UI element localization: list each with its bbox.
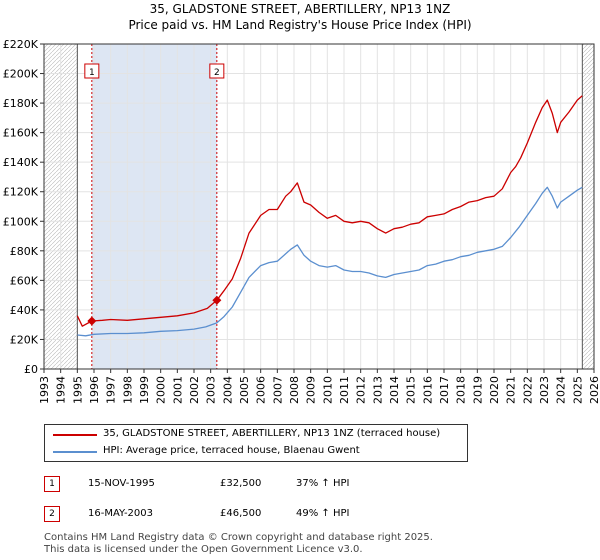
- sale-marker: [87, 316, 97, 326]
- y-tick-label: £20K: [10, 333, 39, 346]
- x-tick-label: 2010: [321, 376, 334, 404]
- x-tick-label: 2024: [555, 376, 568, 404]
- x-tick-label: 1994: [55, 376, 68, 404]
- y-tick-label: £200K: [3, 68, 39, 81]
- y-tick-label: £100K: [3, 215, 39, 228]
- x-tick-label: 1996: [88, 376, 101, 404]
- property-price-line: [76, 95, 583, 327]
- series-layer: [76, 95, 583, 337]
- x-tick-label: 2009: [305, 376, 318, 404]
- chart-title-address: 35, GLADSTONE STREET, ABERTILLERY, NP13 …: [149, 2, 451, 16]
- x-tick-label: 2025: [571, 376, 584, 404]
- legend-swatch-property: [53, 434, 97, 436]
- x-tick-label: 1993: [38, 376, 51, 404]
- x-tick-label: 2015: [405, 376, 418, 404]
- y-tick-label: £180K: [3, 97, 39, 110]
- axis-layer: £0 £20K £40K £60K £80K £100K £120K £140K £160K £1…: [3, 38, 600, 404]
- transaction-date: 16-MAY-2003: [88, 508, 154, 519]
- footer-licence: This data is licensed under the Open Gov…: [44, 544, 363, 555]
- transaction-badge: 2: [44, 506, 60, 522]
- y-tick-label: £40K: [10, 304, 39, 317]
- x-tick-label: 2021: [505, 376, 518, 404]
- x-tick-label: 2014: [388, 376, 401, 404]
- x-tick-label: 2012: [355, 376, 368, 404]
- x-tick-label: 1999: [138, 376, 151, 404]
- legend-swatch-hpi: [53, 451, 97, 453]
- y-tick-label: £140K: [3, 156, 39, 169]
- x-tick-label: 1995: [71, 376, 84, 404]
- sale-label-number: 2: [214, 68, 220, 78]
- x-tick-label: 2008: [288, 376, 301, 404]
- y-tick-label: £0: [24, 363, 38, 376]
- x-tick-label: 2006: [255, 376, 268, 404]
- x-tick-label: 1998: [121, 376, 134, 404]
- chart-legend: 35, GLADSTONE STREET, ABERTILLERY, NP13 …: [44, 424, 468, 462]
- footer-copyright: Contains HM Land Registry data © Crown c…: [44, 532, 433, 543]
- transaction-badge: 1: [44, 476, 60, 492]
- sale-label-box: [209, 63, 225, 79]
- x-tick-label: 2002: [188, 376, 201, 404]
- y-tick-label: £80K: [10, 245, 39, 258]
- y-tick-label: £160K: [3, 127, 39, 140]
- x-tick-label: 2011: [338, 376, 351, 404]
- plot-frame: [43, 43, 595, 370]
- x-tick-label: 2026: [588, 376, 600, 404]
- x-tick-label: 2019: [471, 376, 484, 404]
- hatched-post-data-area: [582, 44, 594, 369]
- x-tick-label: 2017: [438, 376, 451, 404]
- ownership-shaded-span: [91, 44, 217, 369]
- x-tick-label: 2020: [488, 376, 501, 404]
- x-tick-label: 2003: [205, 376, 218, 404]
- legend-label-property: 35, GLADSTONE STREET, ABERTILLERY, NP13 …: [103, 428, 441, 439]
- sale-label-number: 1: [89, 68, 95, 78]
- transaction-price: £32,500: [220, 478, 262, 489]
- transaction-hpi-change: 49% ↑ HPI: [296, 508, 350, 519]
- x-tick-label: 2001: [171, 376, 184, 404]
- transaction-price: £46,500: [220, 508, 262, 519]
- transaction-hpi-change: 37% ↑ HPI: [296, 478, 350, 489]
- x-tick-label: 2007: [271, 376, 284, 404]
- x-tick-label: 2018: [455, 376, 468, 404]
- x-tick-label: 2016: [421, 376, 434, 404]
- y-tick-label: £120K: [3, 186, 39, 199]
- x-tick-label: 2022: [521, 376, 534, 404]
- sale-marker: [212, 295, 222, 305]
- x-tick-label: 2000: [155, 376, 168, 404]
- legend-label-hpi: HPI: Average price, terraced house, Blae…: [103, 445, 360, 456]
- x-tick-label: 2023: [538, 376, 551, 404]
- grid-layer: [43, 43, 595, 370]
- x-tick-label: 2013: [371, 376, 384, 404]
- transaction-date: 15-NOV-1995: [88, 478, 155, 489]
- sale-label-box: [84, 63, 100, 79]
- x-tick-label: 2004: [221, 376, 234, 404]
- transaction-vline-layer: [76, 44, 583, 369]
- y-tick-label: £60K: [10, 274, 39, 287]
- x-tick-label: 1997: [105, 376, 118, 404]
- y-tick-label: £220K: [3, 38, 39, 51]
- hpi-line: [77, 186, 583, 337]
- chart-subtitle: Price paid vs. HM Land Registry's House …: [128, 18, 472, 32]
- x-tick-label: 2005: [238, 376, 251, 404]
